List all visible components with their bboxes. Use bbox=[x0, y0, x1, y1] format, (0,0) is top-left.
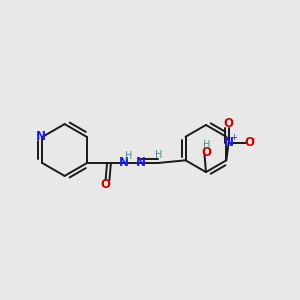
Text: O: O bbox=[202, 146, 212, 159]
Text: +: + bbox=[231, 134, 237, 142]
Text: O: O bbox=[244, 136, 254, 149]
Text: H: H bbox=[125, 152, 133, 161]
Text: N: N bbox=[36, 130, 46, 143]
Text: N: N bbox=[224, 136, 234, 149]
Text: N: N bbox=[136, 157, 146, 169]
Text: H: H bbox=[155, 150, 162, 160]
Text: H: H bbox=[203, 140, 211, 150]
Text: O: O bbox=[100, 178, 111, 191]
Text: -: - bbox=[252, 134, 255, 143]
Text: O: O bbox=[224, 117, 234, 130]
Text: N: N bbox=[119, 157, 129, 169]
